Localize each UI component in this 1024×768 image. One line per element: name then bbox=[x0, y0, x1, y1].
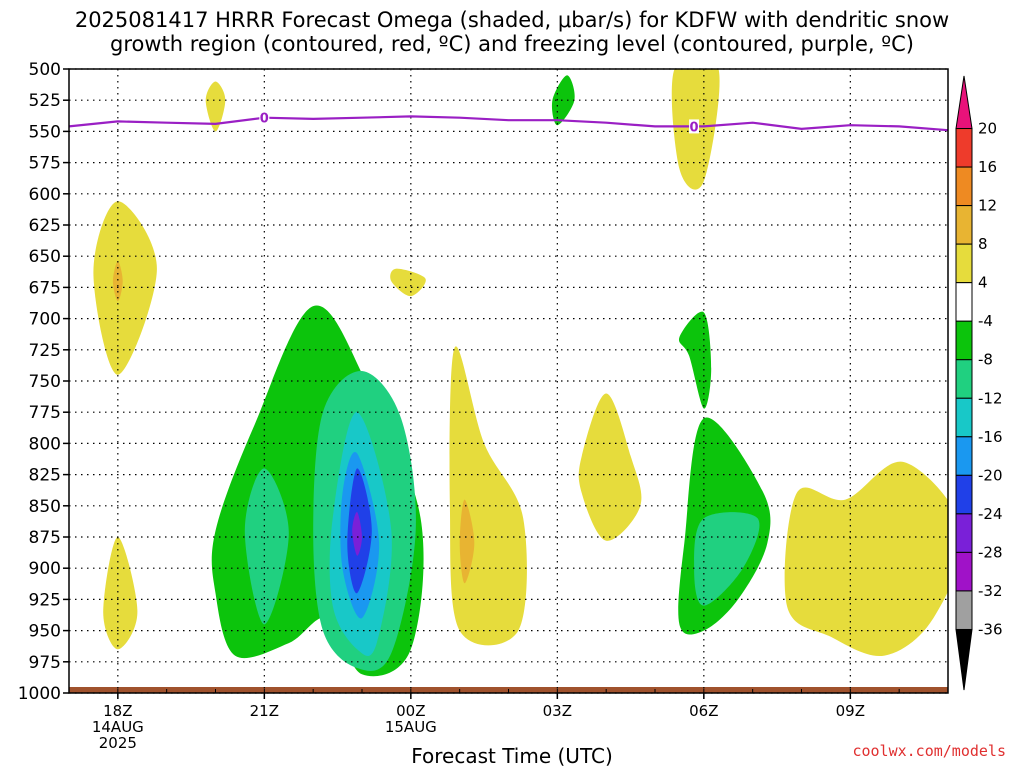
x-tick-label-18-0: 18Z bbox=[103, 702, 132, 720]
omega-region-20 bbox=[784, 461, 948, 657]
y-tick-label-550: 550 bbox=[29, 122, 61, 142]
colorbar-swatch-11 bbox=[955, 513, 973, 553]
y-tick-label-500: 500 bbox=[29, 60, 61, 80]
colorbar-swatch-2 bbox=[955, 166, 973, 207]
y-tick-label-800: 800 bbox=[29, 434, 61, 454]
colorbar-label-13: -36 bbox=[978, 620, 1003, 638]
omega-region-13 bbox=[390, 268, 426, 297]
y-tick-label-925: 925 bbox=[29, 590, 61, 610]
omega-region-19 bbox=[694, 512, 760, 606]
colorbar-cap-bottom bbox=[955, 628, 973, 691]
y-tick-label-975: 975 bbox=[29, 653, 61, 673]
colorbar-swatch-7 bbox=[955, 359, 973, 399]
colorbar-label-10: -24 bbox=[978, 505, 1003, 523]
colorbar-swatch-6 bbox=[955, 320, 973, 361]
omega-region-11 bbox=[449, 346, 527, 646]
colorbar-label-0: 20 bbox=[978, 120, 997, 138]
x-tick-label-33-0: 09Z bbox=[836, 702, 865, 720]
y-tick-label-825: 825 bbox=[29, 466, 61, 486]
y-tick-label-525: 525 bbox=[29, 91, 61, 111]
freezing-level-label-1: 0 bbox=[690, 120, 699, 135]
colorbar-swatch-8 bbox=[955, 397, 973, 438]
colorbar-label-5: -4 bbox=[978, 312, 993, 330]
omega-region-15 bbox=[578, 393, 642, 541]
freezing-label-bg bbox=[259, 110, 270, 125]
omega-shading bbox=[93, 69, 948, 677]
colorbar-swatch-5 bbox=[955, 282, 973, 322]
omega-region-0 bbox=[93, 201, 157, 375]
colorbar-label-12: -32 bbox=[978, 582, 1003, 600]
y-tick-label-725: 725 bbox=[29, 341, 61, 361]
omega-region-3 bbox=[205, 81, 226, 132]
chart-title-line1: 2025081417 HRRR Forecast Omega (shaded, … bbox=[74, 8, 950, 32]
y-tick-label-775: 775 bbox=[29, 403, 61, 423]
x-tick-label-21-0: 21Z bbox=[250, 702, 279, 720]
colorbar-label-3: 8 bbox=[978, 235, 988, 253]
y-tick-label-675: 675 bbox=[29, 278, 61, 298]
colorbar: 20 16 12 8 4 -4 -8 -12 -16 -20 -24 -28 -32 -36 bbox=[955, 75, 1003, 691]
colorbar-swatch-10 bbox=[955, 474, 973, 515]
colorbar-cap-top bbox=[955, 75, 973, 130]
colorbar-swatch-13 bbox=[955, 590, 973, 630]
colorbar-swatch-4 bbox=[955, 243, 973, 284]
x-tick-label-18-2: 2025 bbox=[99, 734, 137, 752]
y-tick-label-700: 700 bbox=[29, 310, 61, 330]
y-tick-label-750: 750 bbox=[29, 372, 61, 392]
y-tick-label-600: 600 bbox=[29, 185, 61, 205]
colorbar-label-11: -28 bbox=[978, 543, 1003, 561]
colorbar-swatch-3 bbox=[955, 205, 973, 245]
omega-region-12 bbox=[459, 499, 475, 584]
colorbar-label-6: -8 bbox=[978, 351, 993, 369]
freezing-level-line bbox=[68, 115, 949, 132]
chart-title-line2: growth region (contoured, red, ºC) and f… bbox=[110, 32, 914, 56]
colorbar-swatch-9 bbox=[955, 436, 973, 476]
x-axis-title: Forecast Time (UTC) bbox=[411, 744, 613, 768]
colorbar-swatch-1 bbox=[955, 128, 973, 168]
colorbar-label-8: -16 bbox=[978, 428, 1003, 446]
colorbar-label-4: 4 bbox=[978, 274, 988, 292]
colorbar-label-1: 16 bbox=[978, 158, 997, 176]
x-tick-label-27-0: 03Z bbox=[543, 702, 572, 720]
colorbar-label-2: 12 bbox=[978, 197, 997, 215]
y-tick-label-875: 875 bbox=[29, 528, 61, 548]
colorbar-label-7: -12 bbox=[978, 389, 1003, 407]
y-tick-label-850: 850 bbox=[29, 497, 61, 517]
omega-region-2 bbox=[103, 537, 138, 650]
freezing-label-bg bbox=[689, 119, 700, 134]
x-tick-label-24-0: 00Z bbox=[396, 702, 425, 720]
x-tick-label-30-0: 06Z bbox=[689, 702, 718, 720]
source-credit[interactable]: coolwx.com/models bbox=[852, 742, 1006, 760]
colorbar-label-9: -20 bbox=[978, 466, 1003, 484]
omega-region-10 bbox=[352, 511, 362, 556]
y-tick-label-1000: 1000 bbox=[18, 684, 61, 704]
omega-region-1 bbox=[112, 261, 123, 302]
colorbar-swatch-12 bbox=[955, 551, 973, 592]
x-tick-label-24-1: 15AUG bbox=[385, 718, 437, 736]
omega-region-17 bbox=[678, 311, 712, 409]
y-tick-label-900: 900 bbox=[29, 559, 61, 579]
y-tick-label-625: 625 bbox=[29, 216, 61, 236]
freezing-level-label-0: 0 bbox=[260, 112, 269, 127]
y-tick-label-575: 575 bbox=[29, 154, 61, 174]
x-tick-label-18-1: 14AUG bbox=[92, 718, 144, 736]
y-tick-label-950: 950 bbox=[29, 622, 61, 642]
y-tick-label-650: 650 bbox=[29, 247, 61, 267]
omega-region-6 bbox=[244, 468, 289, 625]
